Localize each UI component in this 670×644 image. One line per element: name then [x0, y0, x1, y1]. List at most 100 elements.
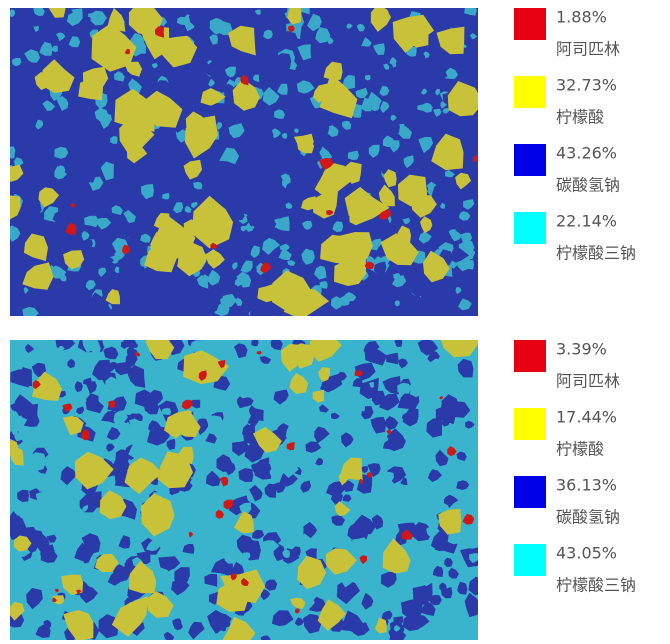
map-region [245, 222, 255, 232]
map-region [35, 342, 46, 355]
map-region [193, 407, 208, 419]
map-region [168, 368, 178, 377]
map-region [164, 559, 177, 572]
map-region [314, 426, 330, 444]
map-region [214, 303, 230, 316]
map-region [151, 63, 158, 69]
map-region [140, 233, 151, 243]
map-region [473, 517, 478, 524]
map-region [22, 262, 54, 290]
map-region [287, 260, 296, 266]
map-region [326, 209, 334, 216]
map-region [17, 489, 29, 502]
map-region [62, 403, 73, 412]
map-region [287, 8, 302, 25]
map-region [223, 499, 234, 510]
map-region [221, 201, 230, 209]
map-region [288, 484, 302, 497]
map-region [111, 596, 148, 637]
map-region [33, 221, 41, 229]
map-region [216, 454, 233, 473]
map-region [200, 88, 226, 106]
map-region [100, 161, 114, 181]
legend-value: 43.05% [556, 544, 617, 563]
map-region [154, 26, 165, 38]
map-region [81, 553, 91, 564]
map-region [108, 400, 116, 408]
map-region [101, 410, 118, 424]
map-region [105, 256, 115, 264]
map-region [63, 250, 85, 270]
map-region [441, 416, 451, 427]
map-region [359, 555, 368, 564]
map-region [250, 245, 260, 258]
map-region [351, 537, 368, 552]
map-region [270, 340, 283, 351]
map-region [21, 199, 42, 217]
map-region [111, 564, 131, 583]
map-region [269, 468, 277, 476]
map-region [10, 601, 25, 621]
map-region [230, 573, 237, 581]
map-region [114, 71, 125, 82]
map-region [380, 233, 419, 266]
map-region [28, 452, 46, 472]
chemical-map [10, 340, 478, 640]
map-region [125, 61, 143, 77]
map-region [394, 300, 400, 307]
map-region [177, 241, 207, 277]
map-region [136, 266, 146, 278]
map-region [364, 347, 388, 366]
map-region [48, 8, 66, 18]
map-region [188, 556, 195, 561]
map-region [272, 270, 313, 313]
map-region [444, 200, 463, 216]
map-region [303, 613, 322, 634]
map-region [104, 376, 123, 391]
map-region [314, 161, 353, 200]
map-region [466, 392, 478, 408]
map-region [274, 109, 285, 119]
map-region [396, 500, 408, 512]
map-region [242, 552, 251, 560]
map-region [359, 377, 379, 399]
map-region [413, 589, 427, 604]
map-region [98, 614, 119, 639]
map-region [367, 439, 379, 450]
map-region [31, 362, 46, 378]
map-region [312, 389, 325, 403]
map-region [113, 361, 132, 376]
map-region [439, 582, 447, 591]
map-region [274, 216, 290, 232]
map-region [261, 540, 280, 554]
legend-name: 柠檬酸 [556, 440, 604, 459]
map-region [299, 8, 310, 15]
legend-name: 阿司匹林 [556, 372, 620, 391]
map-region [74, 542, 94, 562]
map-region [216, 122, 223, 131]
map-region [297, 555, 327, 590]
map-region [456, 451, 467, 461]
map-region [23, 286, 29, 294]
map-region [361, 37, 372, 47]
map-region [106, 544, 116, 553]
map-region [78, 76, 104, 101]
map-region [373, 261, 387, 275]
map-region [426, 526, 438, 538]
map-region [88, 415, 98, 422]
map-region [396, 576, 408, 589]
map-region [193, 181, 203, 190]
map-region [296, 80, 315, 94]
map-region [240, 260, 253, 273]
map-region [375, 617, 387, 634]
map-region [260, 589, 271, 601]
map-region [438, 508, 462, 535]
map-region [257, 282, 278, 303]
map-region [336, 579, 361, 605]
map-region [76, 441, 89, 457]
map-region [427, 285, 445, 298]
map-region [426, 418, 442, 438]
legend-swatch [514, 544, 546, 576]
map-region [457, 358, 474, 378]
